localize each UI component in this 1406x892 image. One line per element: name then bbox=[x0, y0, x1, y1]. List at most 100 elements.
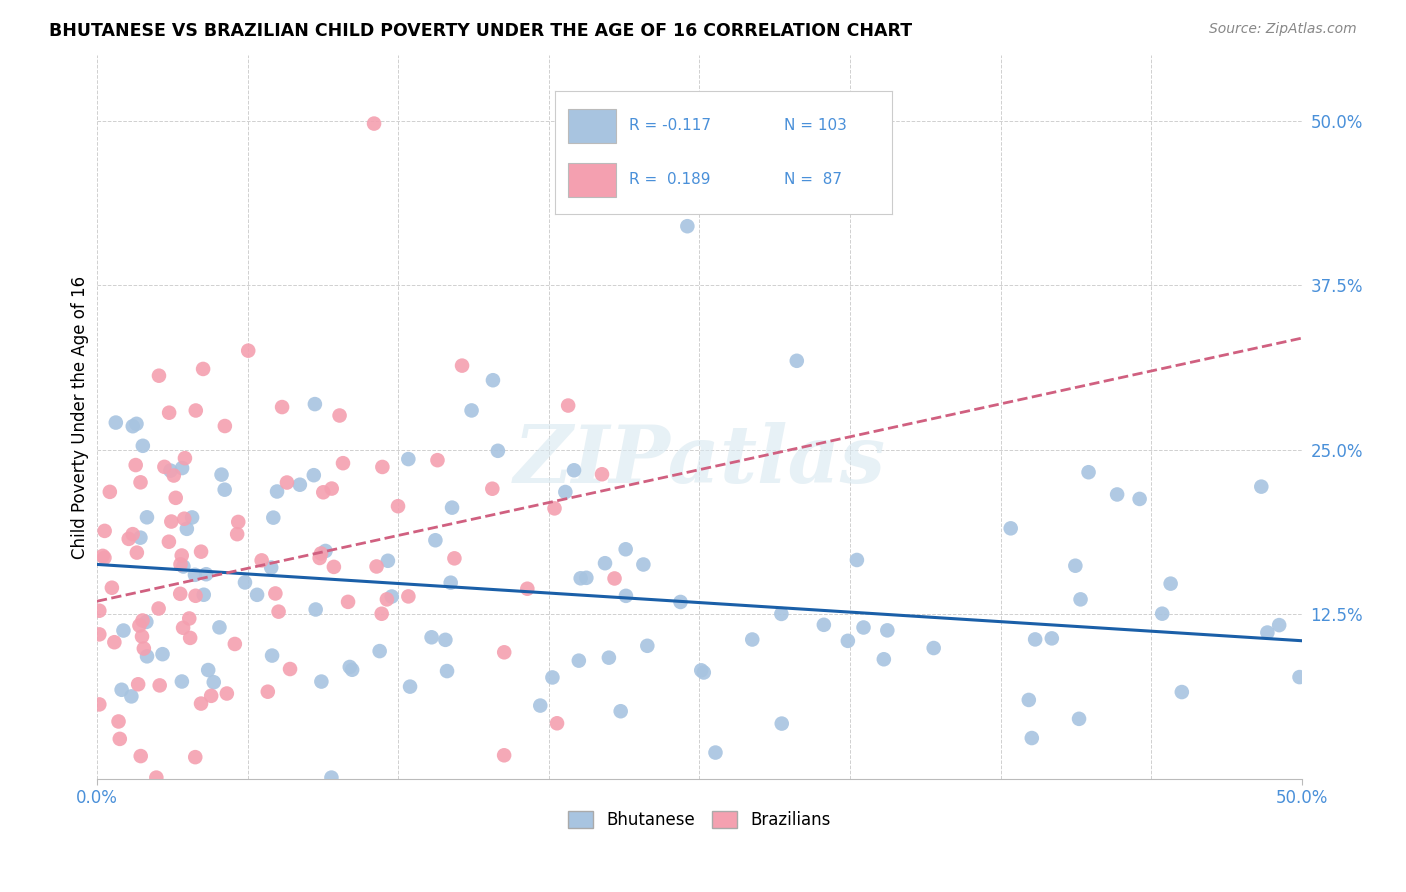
Point bbox=[302, 468, 325, 483]
Point bbox=[562, 463, 585, 477]
Text: Source: ZipAtlas.com: Source: ZipAtlas.com bbox=[1209, 22, 1357, 37]
Point bbox=[516, 582, 538, 596]
Point bbox=[1000, 521, 1022, 535]
Legend: Bhutanese, Brazilians: Bhutanese, Brazilians bbox=[561, 805, 838, 836]
Point bbox=[381, 590, 404, 604]
Point bbox=[329, 409, 352, 423]
Point bbox=[1077, 465, 1099, 479]
Point bbox=[593, 556, 616, 570]
Point bbox=[89, 604, 111, 618]
Point bbox=[278, 662, 301, 676]
Point bbox=[633, 558, 655, 572]
Point bbox=[305, 602, 328, 616]
Point bbox=[529, 698, 551, 713]
Point bbox=[246, 588, 269, 602]
Point bbox=[690, 664, 713, 678]
Point bbox=[614, 589, 637, 603]
Point bbox=[786, 353, 808, 368]
Point bbox=[128, 618, 150, 632]
Point bbox=[425, 533, 447, 548]
Point bbox=[121, 527, 143, 541]
Point bbox=[541, 670, 564, 684]
Point bbox=[569, 571, 592, 585]
Point bbox=[108, 731, 131, 746]
Point bbox=[434, 632, 457, 647]
Point bbox=[337, 595, 360, 609]
Point bbox=[181, 510, 204, 524]
Point bbox=[481, 482, 503, 496]
Point bbox=[396, 452, 419, 467]
Point bbox=[568, 654, 591, 668]
Point bbox=[184, 403, 207, 417]
Point bbox=[543, 501, 565, 516]
Point bbox=[308, 551, 330, 566]
Point bbox=[125, 458, 148, 472]
Point bbox=[387, 499, 409, 513]
Point bbox=[1171, 685, 1194, 699]
Point bbox=[363, 117, 385, 131]
Point bbox=[152, 647, 174, 661]
Point bbox=[399, 680, 422, 694]
Point bbox=[262, 648, 284, 663]
Point bbox=[153, 459, 176, 474]
Point bbox=[1129, 491, 1152, 506]
Point bbox=[598, 650, 620, 665]
Point bbox=[131, 630, 153, 644]
Point bbox=[224, 637, 246, 651]
Point bbox=[191, 362, 214, 376]
Point bbox=[215, 686, 238, 700]
Point bbox=[494, 748, 516, 763]
Point bbox=[89, 698, 111, 712]
Point bbox=[922, 640, 945, 655]
Point bbox=[436, 664, 458, 678]
Point bbox=[443, 551, 465, 566]
Point bbox=[486, 443, 509, 458]
Point bbox=[377, 554, 399, 568]
Point bbox=[179, 611, 201, 625]
Point bbox=[132, 641, 155, 656]
Point bbox=[460, 403, 482, 417]
Point bbox=[159, 464, 181, 478]
Point bbox=[704, 746, 727, 760]
Point bbox=[127, 677, 149, 691]
Point bbox=[260, 560, 283, 574]
Point bbox=[256, 684, 278, 698]
Point bbox=[264, 586, 287, 600]
Point bbox=[322, 560, 344, 574]
Point bbox=[98, 484, 121, 499]
Point bbox=[636, 639, 658, 653]
Point bbox=[211, 467, 233, 482]
Point bbox=[371, 459, 394, 474]
Point bbox=[125, 546, 148, 560]
Point bbox=[309, 547, 332, 561]
Point bbox=[340, 663, 363, 677]
Point bbox=[118, 532, 141, 546]
Point bbox=[288, 477, 311, 491]
Point bbox=[184, 589, 207, 603]
Point bbox=[321, 771, 343, 785]
Point bbox=[375, 592, 398, 607]
Point bbox=[1256, 625, 1278, 640]
Point bbox=[813, 617, 835, 632]
Point bbox=[104, 416, 127, 430]
Point bbox=[208, 620, 231, 634]
Point bbox=[267, 605, 290, 619]
Point bbox=[603, 572, 626, 586]
Point bbox=[250, 553, 273, 567]
Point bbox=[214, 419, 236, 434]
Point bbox=[169, 587, 191, 601]
Point bbox=[1024, 632, 1046, 647]
Point bbox=[136, 510, 159, 524]
Point bbox=[170, 674, 193, 689]
Point bbox=[332, 456, 354, 470]
Point bbox=[1152, 607, 1174, 621]
Point bbox=[614, 542, 637, 557]
Point bbox=[741, 632, 763, 647]
Point bbox=[1250, 480, 1272, 494]
Point bbox=[314, 544, 336, 558]
Point bbox=[845, 553, 868, 567]
Point bbox=[312, 485, 335, 500]
Point bbox=[163, 468, 186, 483]
Point bbox=[321, 482, 343, 496]
Point bbox=[190, 544, 212, 558]
